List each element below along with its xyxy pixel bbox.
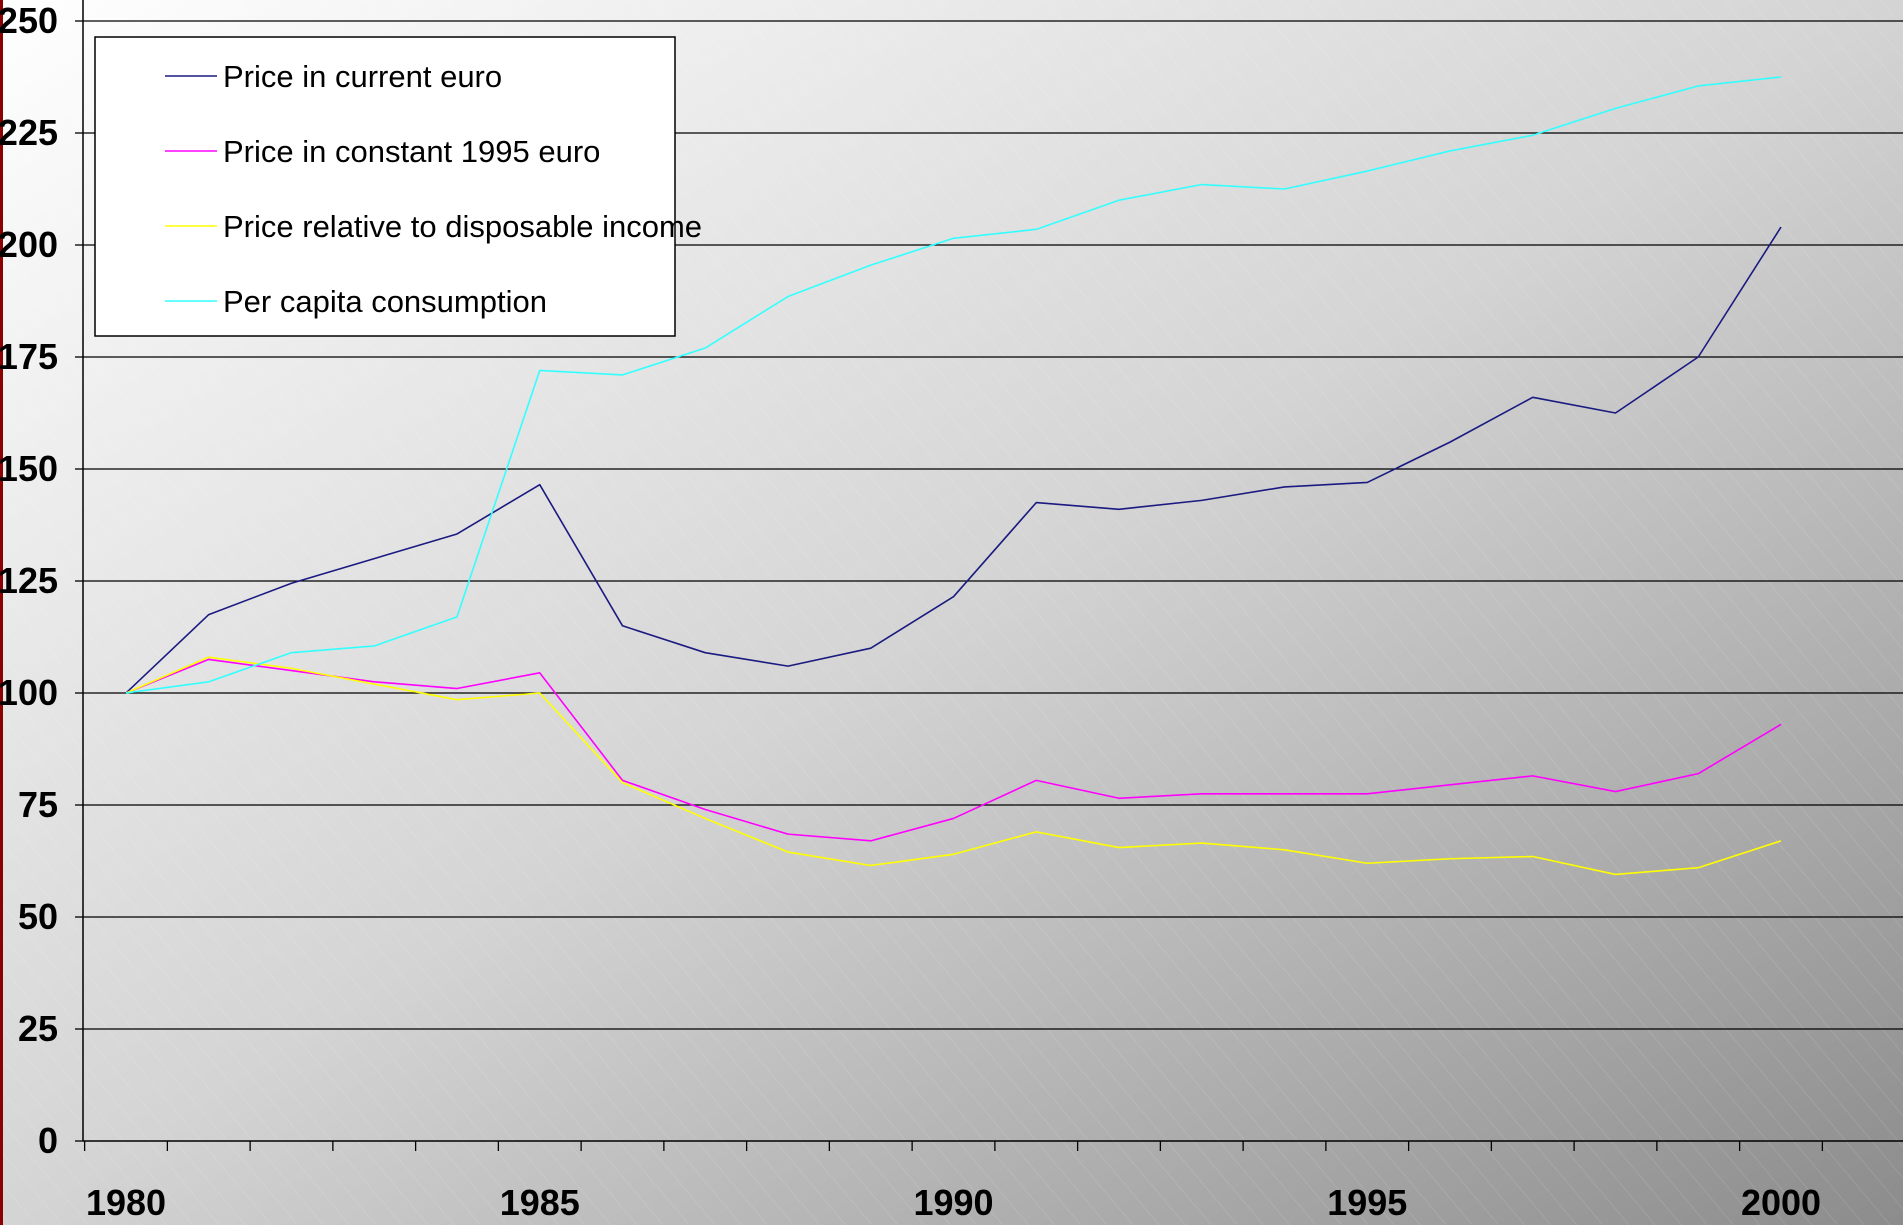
y-tick-label-100: 100 bbox=[0, 672, 58, 713]
x-tick-label-1980: 1980 bbox=[86, 1182, 166, 1223]
series-line-2 bbox=[125, 658, 1782, 842]
y-tick-label-200: 200 bbox=[0, 224, 58, 265]
legend-label-1: Price in current euro bbox=[223, 59, 502, 94]
legend-label-2: Price in constant 1995 euro bbox=[223, 134, 600, 169]
y-tick-label-175: 175 bbox=[0, 336, 58, 377]
x-tick-label-1995: 1995 bbox=[1327, 1182, 1407, 1223]
x-tick-label-1985: 1985 bbox=[500, 1182, 580, 1223]
y-tick-label-0: 0 bbox=[38, 1120, 58, 1161]
left-edge-accent bbox=[0, 0, 3, 1225]
series-line-1 bbox=[125, 226, 1782, 694]
y-tick-label-25: 25 bbox=[18, 1008, 58, 1049]
legend-box bbox=[94, 36, 676, 337]
x-tick-label-1990: 1990 bbox=[913, 1182, 993, 1223]
y-tick-label-50: 50 bbox=[18, 896, 58, 937]
y-axis-tick-labels: 0 25 50 75 100 125 150 175 200 225 250 bbox=[0, 0, 58, 1161]
y-tick-label-150: 150 bbox=[0, 448, 58, 489]
series-line-4 bbox=[125, 76, 1782, 694]
y-tick-label-225: 225 bbox=[0, 112, 58, 153]
series-line-3 bbox=[125, 656, 1782, 876]
legend-label-3: Price relative to disposable income bbox=[223, 209, 702, 244]
legend-label-4: Per capita consumption bbox=[223, 284, 547, 319]
axes bbox=[75, 0, 1903, 1151]
y-tick-label-125: 125 bbox=[0, 560, 58, 601]
x-tick-label-2000: 2000 bbox=[1741, 1182, 1821, 1223]
x-axis-tick-labels: 1980 1985 1990 1995 2000 bbox=[86, 1182, 1821, 1223]
legend: Price in current euro Price in constant 1… bbox=[94, 36, 702, 337]
y-tick-label-75: 75 bbox=[18, 784, 58, 825]
y-tick-label-250: 250 bbox=[0, 0, 58, 41]
series-lines bbox=[125, 76, 1782, 876]
